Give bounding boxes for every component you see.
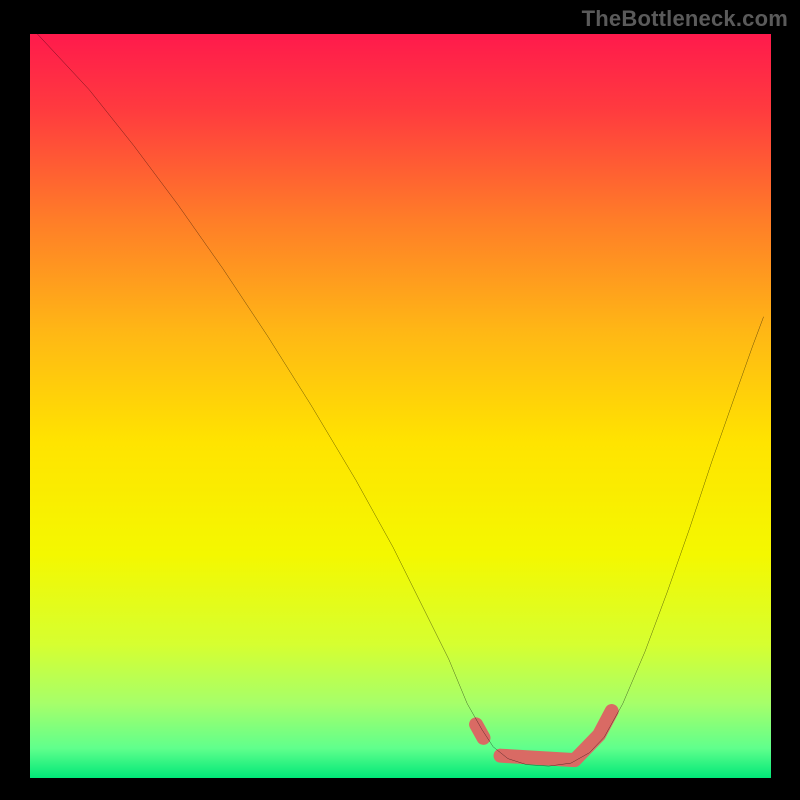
highlight-segment	[476, 711, 612, 760]
chart-svg	[30, 34, 771, 778]
bottleneck-curve	[37, 34, 763, 766]
watermark: TheBottleneck.com	[582, 6, 788, 32]
plot-area	[30, 34, 771, 778]
